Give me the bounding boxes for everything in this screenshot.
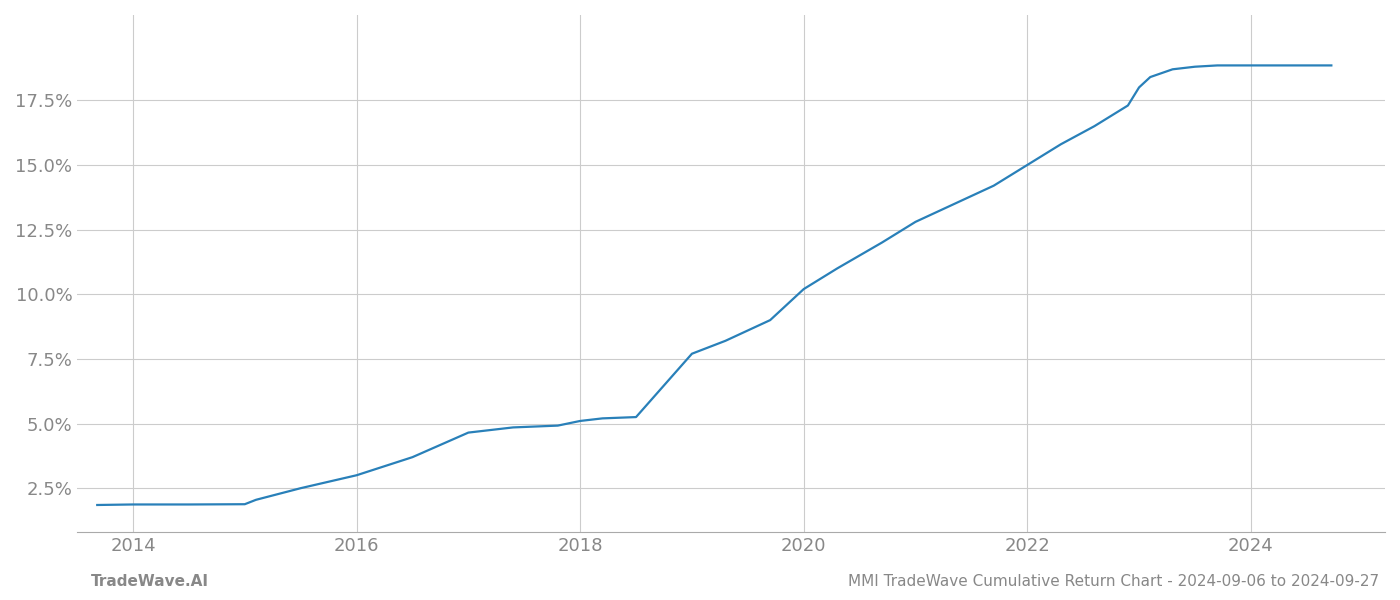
Text: MMI TradeWave Cumulative Return Chart - 2024-09-06 to 2024-09-27: MMI TradeWave Cumulative Return Chart - … <box>848 574 1379 589</box>
Text: TradeWave.AI: TradeWave.AI <box>91 574 209 589</box>
